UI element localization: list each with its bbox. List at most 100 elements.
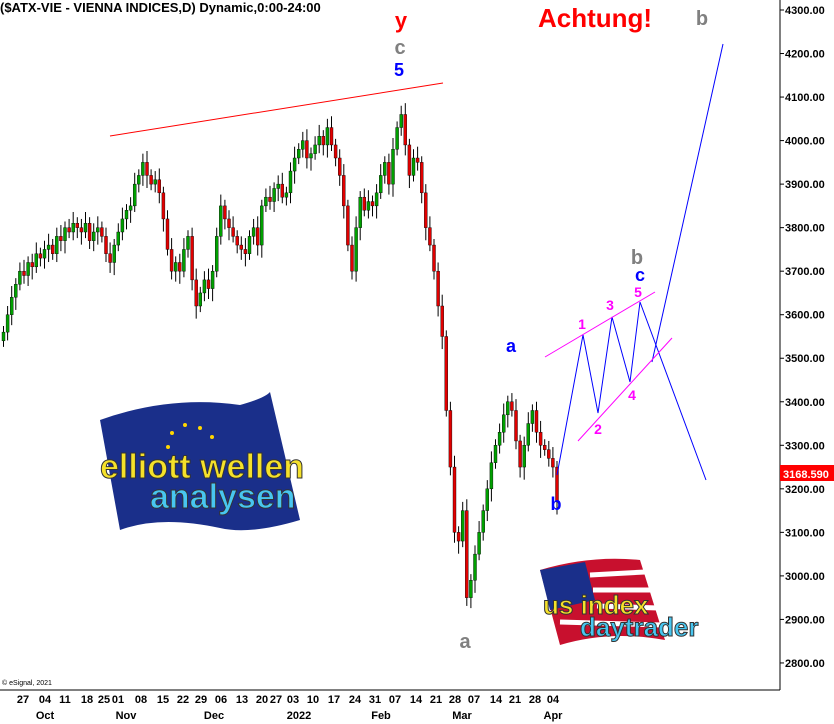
candle (407, 138, 412, 189)
candle-body (284, 192, 289, 198)
candle-body (506, 401, 510, 416)
candle (120, 207, 125, 241)
candle (346, 199, 350, 252)
label-sub-5: 5 (634, 284, 642, 300)
x-tick-label: 18 (81, 694, 93, 706)
y-tick-label: 3500.00 (785, 353, 825, 365)
candle (276, 175, 280, 202)
candle-body (391, 149, 395, 185)
candle (256, 216, 260, 256)
candle (292, 146, 297, 184)
candle (493, 439, 498, 469)
candle (547, 440, 551, 467)
candle (383, 156, 387, 184)
x-tick-label: 31 (369, 694, 381, 706)
candle (473, 545, 477, 593)
candle (497, 423, 502, 454)
y-tick-label: 3700.00 (785, 266, 825, 278)
candle (251, 218, 256, 245)
candle (534, 401, 539, 443)
candle-body (67, 227, 71, 233)
x-tick-label: 14 (490, 694, 503, 706)
candle (354, 216, 358, 282)
candle-body (403, 114, 407, 146)
candle-body (305, 140, 309, 159)
candle (538, 420, 543, 458)
label-proj-c: c (635, 265, 645, 285)
y-tick-label: 3600.00 (785, 310, 825, 322)
x-tick-label: 01 (112, 694, 124, 706)
candle (415, 146, 420, 171)
candle (243, 238, 248, 267)
candle-body (63, 227, 67, 241)
candle-body (46, 244, 51, 250)
candle (288, 162, 293, 204)
candle-body (5, 314, 10, 333)
candle (214, 227, 219, 278)
candle-body (235, 236, 239, 246)
x-tick-label: 27 (17, 694, 29, 706)
candle-body (333, 144, 338, 159)
candle (14, 278, 18, 310)
y-tick-label: 2900.00 (785, 614, 825, 626)
candle-body (1, 331, 6, 342)
candle (333, 138, 338, 167)
candle-body (38, 253, 43, 259)
label-sub-4: 4 (628, 387, 636, 403)
candle-body (132, 183, 137, 207)
candle (444, 330, 448, 417)
candle (235, 230, 239, 254)
candle (38, 247, 43, 267)
candle-body (436, 270, 440, 307)
candle-body (75, 223, 80, 228)
candle-body (161, 192, 166, 220)
candle-body (87, 223, 92, 241)
candle (128, 197, 133, 223)
candle-body (83, 223, 88, 233)
candle-body (502, 414, 506, 433)
candle (9, 285, 14, 326)
candle (448, 401, 453, 476)
candle-body (210, 270, 215, 289)
x-tick-label: 27 (270, 694, 282, 706)
candle-body (9, 297, 14, 315)
elliott-wellen-logo: elliott wellen analysen (100, 392, 305, 531)
candle-body (399, 114, 403, 128)
candle-body (231, 227, 235, 237)
candle (481, 504, 485, 541)
x-tick-label: 04 (39, 694, 52, 706)
candle-body (26, 262, 30, 276)
candle (206, 268, 211, 300)
candle-body (268, 196, 272, 202)
candle (329, 116, 334, 152)
candle (342, 164, 346, 219)
candle (210, 265, 215, 302)
candle (362, 188, 366, 217)
svg-text:us index: us index (543, 590, 649, 620)
candle (518, 434, 522, 478)
candle-body (407, 144, 412, 176)
candle (202, 271, 207, 302)
candle-body (469, 580, 473, 598)
candle (436, 262, 440, 317)
x-tick-label: 03 (287, 694, 299, 706)
candle (42, 240, 47, 269)
label-top-c: c (394, 37, 405, 59)
candle (165, 210, 170, 256)
label-top-5: 5 (394, 60, 404, 80)
candle (26, 256, 30, 286)
candle-body (288, 170, 293, 194)
candle (399, 105, 403, 136)
candle (506, 395, 510, 428)
y-tick-label: 3900.00 (785, 179, 825, 191)
candle-body (510, 401, 514, 411)
candle (173, 256, 178, 282)
candle (75, 217, 80, 239)
candle-body (473, 553, 477, 581)
candle (280, 172, 284, 204)
candle-body (260, 205, 264, 246)
candle-body (301, 140, 305, 150)
candle-body (137, 175, 141, 185)
candle-body (190, 236, 194, 281)
candle (124, 204, 129, 230)
